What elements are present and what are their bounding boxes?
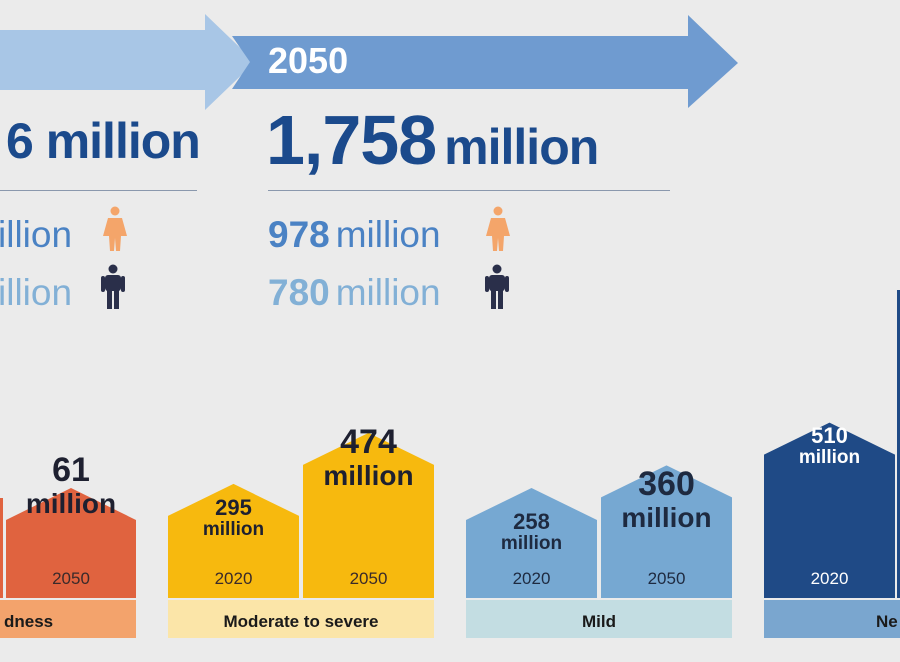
bar-label-moderate-2020: 295 million (202, 495, 265, 541)
year-2050-label: 2050 (268, 40, 349, 81)
bar-near-2020 (764, 422, 895, 598)
bar-label-blindness-2050: 61 million (25, 451, 117, 520)
female-person-icon (103, 206, 127, 251)
bar-mild-2050 (601, 465, 732, 598)
female-person-icon (486, 206, 510, 251)
year-label-mild-2050: 2050 (647, 569, 686, 588)
male-person-icon (101, 264, 125, 309)
timeline-arrows (0, 14, 738, 110)
total-2050-unit: million (444, 119, 599, 175)
female-2050: 978 million (268, 214, 441, 255)
male-person-icon (485, 264, 509, 309)
bar-label-near-2020: 510 million (798, 423, 861, 469)
bar-blindness-2020-cropped (0, 498, 3, 598)
male-2050: 780 million (268, 272, 441, 313)
year-label-moderate-2050: 2050 (349, 569, 388, 588)
female-2020-partial: illion (0, 214, 73, 255)
year-label-moderate-2020: 2020 (214, 569, 253, 588)
male-2020-partial: illion (0, 272, 73, 313)
bar-label-moderate-2050: 474 million (323, 423, 414, 492)
year-label-near-2020: 2020 (810, 569, 849, 588)
arrow-2050-shape (232, 15, 738, 108)
category-label-mild: Mild (466, 600, 732, 638)
bar-mild-2020 (466, 488, 597, 598)
category-label-near: Ne (764, 600, 900, 638)
bar-label-mild-2050: 360 million (621, 465, 712, 534)
left-divider (0, 190, 197, 191)
bar-moderate-2020 (168, 483, 299, 598)
bar-near-2050-cropped (897, 290, 900, 598)
year-label-blindness-2050: 2050 (52, 569, 90, 588)
arrow-2020-shape (0, 14, 255, 110)
bar-blindness-2050 (6, 488, 136, 598)
category-label-blindness: dness (0, 600, 136, 638)
total-2050: 1,758 million (266, 100, 599, 180)
right-divider (268, 190, 670, 191)
total-2020-partial: 6 million (6, 113, 201, 169)
total-2050-value: 1,758 (266, 101, 437, 179)
bar-label-mild-2020: 258 million (500, 509, 563, 555)
bar-moderate-2050 (303, 432, 434, 598)
category-label-moderate: Moderate to severe (168, 600, 434, 638)
year-label-mild-2020: 2020 (512, 569, 551, 588)
